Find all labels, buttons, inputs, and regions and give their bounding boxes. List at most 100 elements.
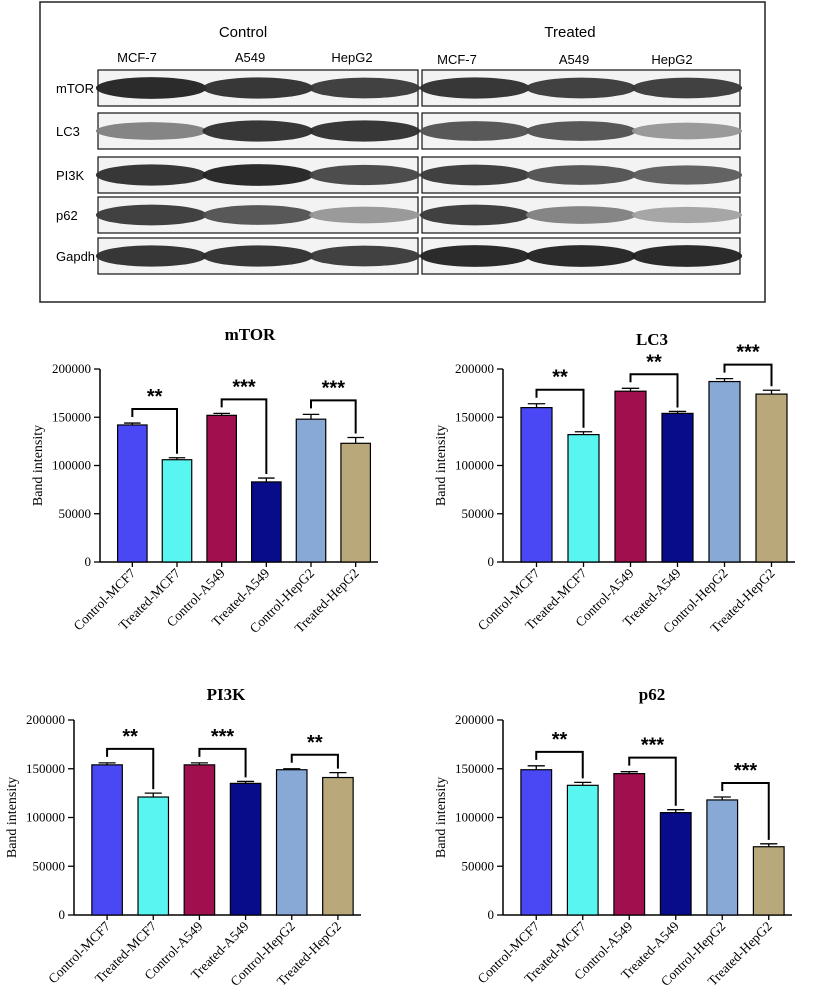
blot-band — [631, 165, 743, 185]
significance-label: ** — [307, 732, 323, 754]
significance-bracket — [629, 373, 679, 408]
significance-label: *** — [734, 760, 758, 782]
x-tick-label: Treated-HepG2 — [292, 566, 362, 636]
x-tick-label: Control-HepG2 — [658, 919, 729, 990]
x-tick-label: Treated-A549 — [188, 918, 252, 982]
blot-band — [309, 120, 421, 142]
x-tick-label: Control-HepG2 — [227, 919, 298, 990]
y-axis-label: Band intensity — [434, 425, 449, 506]
y-axis-label: Band intensity — [434, 777, 449, 858]
bar — [137, 796, 170, 916]
x-tick-label: Treated-MCF7 — [522, 565, 590, 633]
blot-band — [525, 77, 637, 99]
bar — [752, 846, 785, 916]
bar — [206, 414, 238, 563]
blot-group-label: Control — [219, 24, 267, 41]
significance-bracket — [131, 408, 178, 454]
y-tick-label: 0 — [488, 554, 495, 569]
significance-bracket — [220, 398, 268, 475]
blot-band — [95, 77, 207, 99]
bar — [661, 412, 694, 563]
blot-row-label: p62 — [56, 208, 78, 223]
significance-bracket — [106, 747, 155, 790]
blot-band — [631, 206, 743, 224]
significance-label: ** — [147, 386, 163, 408]
significance-bracket — [721, 782, 770, 840]
bar — [183, 764, 216, 916]
significance-bracket — [535, 388, 585, 428]
y-tick-label: 0 — [488, 907, 495, 922]
blot-lane-label: HepG2 — [651, 52, 692, 67]
blot-band — [631, 245, 743, 267]
significance-label: ** — [552, 729, 568, 751]
y-axis-label: Band intensity — [5, 777, 20, 858]
significance-bracket — [310, 399, 357, 434]
blot-lane-label: MCF-7 — [437, 52, 477, 67]
y-tick-label: 0 — [59, 907, 66, 922]
x-tick-label: Control-A549 — [572, 565, 636, 629]
blot-lane-label: MCF-7 — [117, 50, 157, 65]
x-tick-label: Control-MCF7 — [474, 918, 542, 986]
blot-band — [202, 77, 314, 99]
blot-band — [202, 205, 314, 225]
x-tick-label: Treated-MCF7 — [521, 918, 589, 986]
western-blot-panel: Control Treated MCF-7 A549 HepG2 MCF-7 A549 Hep… — [39, 1, 766, 303]
bar-chart-2: PI3K 0 50000 100000 150000 200000 Band intensi… — [5, 685, 361, 989]
blot-band — [309, 245, 421, 267]
y-tick-label: 150000 — [455, 761, 494, 776]
blot-band — [419, 204, 531, 226]
y-tick-label: 200000 — [455, 361, 494, 376]
bar-chart-0: mTOR 0 50000 100000 150000 200000 Band intensi… — [31, 325, 378, 636]
blot-band — [419, 77, 531, 99]
blot-band — [202, 120, 314, 142]
blot-band — [95, 164, 207, 186]
bar — [91, 764, 123, 916]
blot-band — [525, 206, 637, 224]
blot-band — [525, 165, 637, 185]
bar — [322, 776, 354, 916]
blot-band — [309, 206, 421, 224]
bar-chart-1: LC3 0 50000 100000 150000 200000 Band intensit… — [434, 330, 795, 636]
chart-title: mTOR — [225, 325, 276, 344]
blot-row-label: Gapdh — [56, 249, 95, 264]
y-tick-label: 200000 — [26, 712, 65, 727]
x-tick-label: Treated-A549 — [620, 565, 684, 629]
y-tick-label: 100000 — [26, 810, 65, 825]
bar — [250, 481, 282, 563]
significance-bracket — [628, 756, 677, 806]
y-tick-label: 100000 — [455, 810, 494, 825]
blot-band — [525, 121, 637, 141]
blot-band — [309, 164, 421, 186]
blot-band — [631, 122, 743, 140]
x-tick-label: Treated-HepG2 — [274, 919, 344, 989]
x-tick-label: Control-HepG2 — [660, 566, 731, 637]
x-tick-label: Treated-MCF7 — [92, 918, 160, 986]
significance-bracket — [290, 753, 339, 769]
blot-band — [525, 245, 637, 267]
bar — [340, 442, 372, 563]
blot-group-label: Treated — [544, 24, 595, 41]
x-tick-label: Treated-A549 — [209, 565, 273, 629]
significance-label: *** — [322, 377, 346, 399]
significance-bracket — [198, 747, 247, 778]
significance-label: *** — [736, 342, 760, 364]
chart-title: p62 — [639, 685, 665, 704]
blot-band — [95, 245, 207, 267]
bar — [161, 459, 193, 563]
bar — [708, 380, 741, 563]
y-tick-label: 200000 — [52, 361, 91, 376]
blot-band — [419, 245, 531, 267]
x-tick-label: Control-MCF7 — [475, 565, 543, 633]
blot-lane-label: A549 — [559, 52, 589, 67]
blot-band — [202, 164, 314, 186]
y-tick-label: 100000 — [52, 458, 91, 473]
y-tick-label: 150000 — [455, 409, 494, 424]
bar — [659, 812, 692, 916]
y-tick-label: 50000 — [59, 506, 92, 521]
significance-bracket — [535, 750, 584, 779]
blot-band — [95, 204, 207, 226]
significance-label: ** — [646, 351, 662, 373]
chart-title: LC3 — [636, 330, 668, 349]
x-tick-label: Treated-HepG2 — [707, 566, 777, 636]
blot-band — [202, 245, 314, 267]
